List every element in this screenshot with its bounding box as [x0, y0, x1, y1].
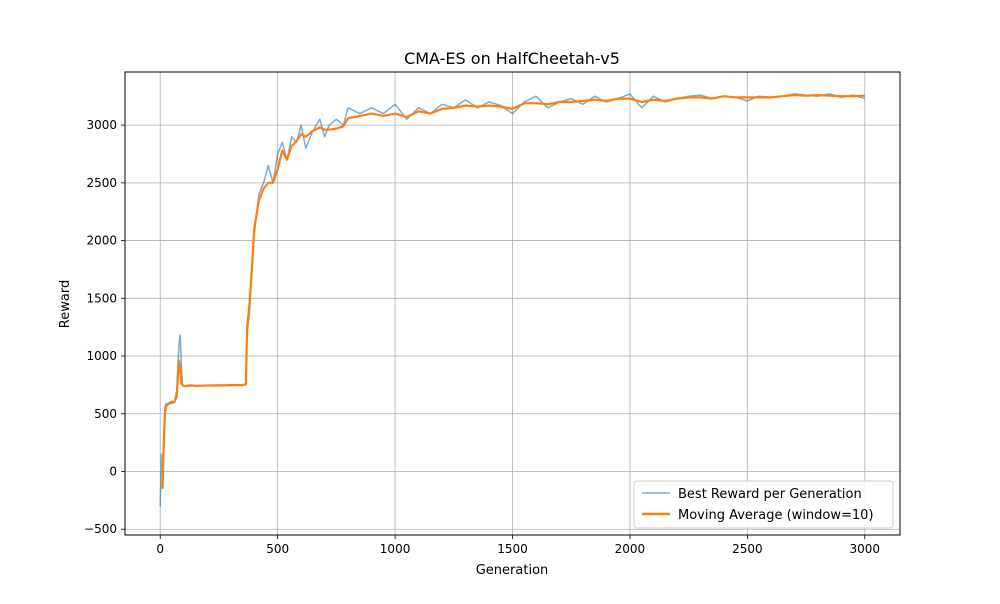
y-tick-label: 500 [94, 407, 117, 421]
legend-box [633, 480, 894, 529]
y-tick-label: −500 [84, 522, 117, 536]
y-tick-label: 2500 [86, 176, 117, 190]
legend-label-moving-average: Moving Average (window=10) [678, 508, 874, 523]
y-tick-label: 1000 [86, 349, 117, 363]
x-tick-label: 2000 [615, 542, 646, 556]
y-axis-label: Reward [58, 280, 73, 328]
series-layer [159, 93, 866, 507]
chart-title: CMA-ES on HalfCheetah-v5 [404, 49, 620, 68]
x-tick-label: 3000 [849, 542, 880, 556]
x-axis-label: Generation [476, 563, 549, 578]
x-tick-label: 500 [266, 542, 289, 556]
y-tick-label: 1500 [86, 291, 117, 305]
y-tick-label: 2000 [86, 234, 117, 248]
y-tick-label: 0 [109, 464, 117, 478]
grid [125, 72, 900, 535]
series-line-moving-average [161, 93, 865, 489]
axis-ticks: 0 500 1000 1500 2000 2500 3000 −500 0 500 1000 1500… [84, 118, 880, 556]
x-tick-label: 1000 [380, 542, 411, 556]
x-tick-label: 0 [156, 542, 164, 556]
legend-label-best-reward: Best Reward per Generation [678, 487, 862, 502]
x-tick-label: 2500 [732, 542, 763, 556]
legend: Best Reward per Generation Moving Averag… [633, 480, 894, 529]
y-tick-label: 3000 [86, 118, 117, 132]
x-tick-label: 1500 [497, 542, 528, 556]
